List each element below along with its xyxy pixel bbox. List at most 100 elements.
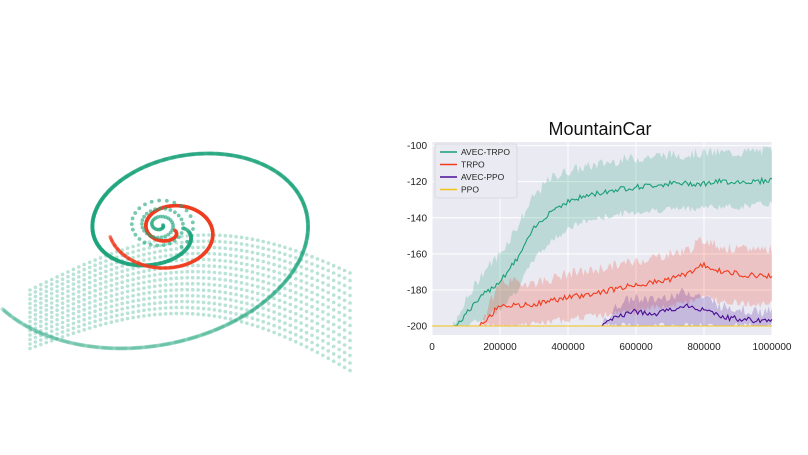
- phase-point: [50, 335, 55, 340]
- phase-point: [232, 319, 237, 324]
- phase-point: [135, 345, 140, 350]
- phase-point: [182, 248, 187, 253]
- phase-point: [297, 193, 302, 198]
- phase-point: [92, 236, 97, 241]
- phase-point: [147, 279, 152, 284]
- phase-point: [188, 238, 193, 243]
- phase-point: [185, 299, 190, 304]
- phase-point: [257, 161, 262, 166]
- phase-point: [98, 287, 103, 291]
- phase-point: [218, 246, 222, 250]
- phase-point: [268, 166, 273, 171]
- phase-point: [181, 338, 186, 343]
- phase-point: [304, 330, 309, 335]
- phase-point: [103, 193, 108, 197]
- phase-point: [115, 292, 119, 297]
- phase-point: [87, 295, 92, 300]
- phase-point: [304, 236, 309, 241]
- phase-point: [142, 240, 147, 245]
- phase-point: [26, 325, 31, 330]
- phase-point: [299, 335, 304, 340]
- phase-point: [152, 284, 157, 289]
- phase-point: [110, 239, 114, 243]
- phase-point: [203, 151, 207, 156]
- phase-point: [326, 319, 331, 324]
- phase-point: [209, 240, 214, 245]
- phase-point: [305, 220, 310, 225]
- phase-point: [278, 285, 283, 290]
- phase-point: [157, 261, 162, 266]
- phase-point: [98, 281, 103, 286]
- phase-point: [303, 206, 308, 210]
- phase-point: [248, 157, 253, 162]
- phase-point: [91, 232, 96, 237]
- phase-point: [294, 263, 298, 267]
- phase-point: [142, 280, 146, 285]
- phase-point: [161, 243, 166, 248]
- phase-point: [19, 321, 24, 325]
- phase-point: [168, 341, 173, 346]
- phase-point: [70, 341, 75, 346]
- phase-point: [164, 198, 169, 203]
- phase-point: [290, 270, 294, 275]
- phase-point: [202, 332, 207, 336]
- phase-point: [152, 160, 157, 165]
- phase-point: [201, 276, 206, 280]
- phase-point: [300, 251, 305, 256]
- phase-point: [267, 165, 272, 170]
- phase-point: [153, 160, 158, 165]
- phase-point: [120, 346, 125, 351]
- phase-point: [28, 337, 32, 342]
- phase-point: [39, 342, 43, 347]
- phase-point: [66, 284, 70, 289]
- phase-point: [185, 252, 190, 256]
- phase-point: [85, 344, 90, 348]
- phase-point: [303, 205, 307, 210]
- phase-point: [188, 241, 193, 246]
- phase-point: [33, 344, 38, 349]
- phase-point: [173, 255, 178, 260]
- phase-point: [214, 151, 219, 156]
- phase-point: [196, 312, 200, 316]
- phase-point: [342, 320, 347, 325]
- phase-point: [160, 342, 165, 347]
- phase-point: [186, 152, 191, 157]
- phase-point: [108, 187, 113, 192]
- phase-point: [156, 261, 161, 266]
- phase-point: [303, 243, 308, 248]
- phase-point: [342, 328, 347, 332]
- phase-point: [169, 155, 174, 160]
- phase-point: [299, 328, 304, 333]
- phase-point: [122, 253, 127, 258]
- phase-point: [301, 202, 306, 207]
- phase-point: [98, 246, 103, 251]
- phase-point: [124, 174, 129, 179]
- phase-point: [261, 306, 266, 311]
- phase-point: [120, 285, 124, 290]
- phase-point: [125, 262, 130, 267]
- phase-point: [223, 309, 228, 314]
- phase-point: [108, 346, 113, 351]
- phase-point: [262, 299, 267, 304]
- phase-point: [238, 155, 243, 159]
- phase-point: [176, 253, 181, 258]
- phase-point: [55, 313, 59, 317]
- phase-point: [98, 312, 103, 317]
- phase-point: [245, 156, 250, 161]
- phase-point: [87, 260, 92, 265]
- phase-point: [44, 312, 49, 317]
- phase-point: [49, 282, 54, 286]
- phase-point: [302, 247, 307, 252]
- phase-point: [175, 254, 180, 259]
- phase-point: [305, 229, 310, 234]
- phase-point: [131, 170, 136, 175]
- phase-point: [304, 238, 309, 243]
- phase-point: [283, 259, 287, 263]
- phase-point: [223, 303, 228, 308]
- phase-point: [223, 252, 228, 257]
- phase-point: [253, 159, 257, 164]
- phase-point: [297, 194, 302, 199]
- phase-point: [176, 339, 181, 344]
- phase-point: [102, 250, 107, 255]
- phase-point: [82, 282, 86, 287]
